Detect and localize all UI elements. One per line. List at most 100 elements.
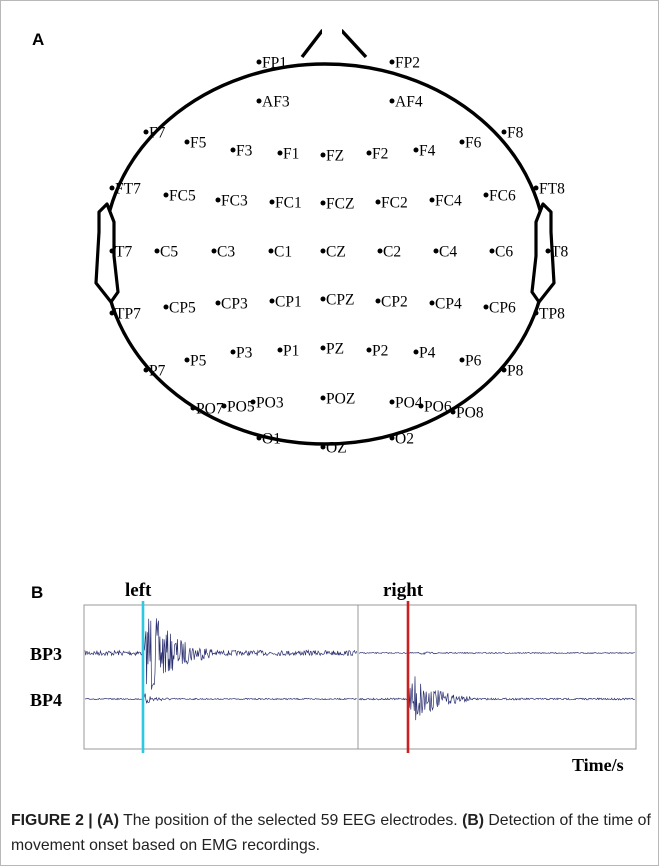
electrode-label: PO8	[456, 405, 484, 422]
electrode-label: C6	[495, 244, 513, 261]
electrode-dot	[366, 347, 372, 353]
electrode-dot	[256, 59, 262, 65]
electrode-label: C3	[217, 244, 235, 261]
electrode-fz: FZ	[320, 148, 344, 165]
electrode-p3: P3	[230, 345, 253, 362]
electrode-label: CZ	[326, 244, 346, 261]
electrode-fp1: FP1	[256, 55, 287, 72]
electrode-dot	[184, 139, 190, 145]
emg-traces	[84, 601, 635, 753]
electrode-po3: PO3	[250, 395, 284, 412]
electrode-label: PO5	[227, 399, 255, 416]
electrode-label: FT8	[539, 181, 565, 198]
electrode-af3: AF3	[256, 94, 290, 111]
electrode-f8: F8	[501, 125, 524, 142]
electrode-dot	[184, 357, 190, 363]
electrode-f7: F7	[143, 125, 166, 142]
electrode-label: CP3	[221, 296, 248, 313]
electrode-dot	[269, 199, 275, 205]
electrode-dot	[389, 59, 395, 65]
electrode-label: FC2	[381, 195, 408, 212]
electrode-dot	[320, 200, 326, 206]
electrode-label: PO3	[256, 395, 284, 412]
caption-figure-number: FIGURE 2 |	[11, 812, 98, 829]
caption-b-text: Detection of the time of movement onset …	[11, 812, 651, 854]
electrode-label: FC6	[489, 188, 516, 205]
electrode-dot	[489, 248, 495, 254]
panel-b-label: B	[31, 583, 43, 602]
electrode-label: P2	[372, 343, 388, 360]
electrode-dot	[450, 409, 456, 415]
electrode-p5: P5	[184, 353, 207, 370]
electrode-label: F4	[419, 143, 436, 160]
electrode-dot	[429, 300, 435, 306]
electrode-label: FC3	[221, 193, 248, 210]
panel-a-label: A	[32, 30, 44, 49]
electrode-dot	[250, 399, 256, 405]
electrode-po5: PO5	[221, 399, 255, 416]
electrode-f4: F4	[413, 143, 436, 160]
electrode-label: O1	[262, 431, 281, 448]
emg-recording-frames	[83, 604, 637, 750]
scalp-head-outline	[94, 28, 556, 446]
electrode-c2: C2	[377, 244, 401, 261]
electrode-dot	[269, 298, 275, 304]
electrode-label: P3	[236, 345, 253, 362]
electrode-pz: PZ	[320, 341, 344, 358]
electrode-label: P6	[465, 353, 482, 370]
electrode-label: CPZ	[326, 292, 354, 309]
electrode-t8: T8	[545, 244, 568, 261]
electrode-o2: O2	[389, 431, 414, 448]
electrode-label: PO6	[424, 399, 452, 416]
electrode-dot	[256, 435, 262, 441]
electrode-label: FP1	[262, 55, 287, 72]
electrode-p1: P1	[277, 343, 299, 360]
electrode-po6: PO6	[418, 399, 452, 416]
electrode-label: FZ	[326, 148, 344, 165]
electrode-ft7: FT7	[109, 181, 141, 198]
electrode-o1: O1	[256, 431, 281, 448]
electrode-dot	[433, 248, 439, 254]
electrode-cp2: CP2	[375, 294, 408, 311]
electrode-dot	[277, 150, 283, 156]
electrode-label: FT7	[115, 181, 141, 198]
electrode-f3: F3	[230, 143, 253, 160]
electrode-fc3: FC3	[215, 193, 248, 210]
electrode-fc1: FC1	[269, 195, 302, 212]
electrode-fc2: FC2	[375, 195, 408, 212]
electrode-label: CP1	[275, 294, 302, 311]
electrode-c6: C6	[489, 244, 513, 261]
electrode-label: C5	[160, 244, 178, 261]
emg-trace-right-bp4	[358, 676, 635, 721]
electrode-label: C2	[383, 244, 401, 261]
electrode-dot	[320, 152, 326, 158]
channel-label-bp4: BP4	[30, 690, 62, 710]
electrode-dot	[320, 248, 326, 254]
electrode-label: POZ	[326, 391, 355, 408]
emg-trace-right-bp3	[359, 651, 635, 655]
electrode-dot	[221, 403, 227, 409]
channel-label-bp3: BP3	[30, 644, 62, 664]
electrode-tp8: TP8	[533, 306, 565, 323]
electrode-cp4: CP4	[429, 296, 462, 313]
electrode-fc4: FC4	[429, 193, 462, 210]
electrode-dot	[109, 248, 115, 254]
electrode-label: F5	[190, 135, 207, 152]
electrode-po4: PO4	[389, 395, 423, 412]
electrode-dot	[545, 248, 551, 254]
electrode-label: P4	[419, 345, 436, 362]
electrode-dot	[483, 304, 489, 310]
electrode-dot	[501, 367, 507, 373]
electrode-cpz: CPZ	[320, 292, 354, 309]
electrode-af4: AF4	[389, 94, 423, 111]
electrode-dot	[375, 298, 381, 304]
caption-a-tag: (A)	[97, 812, 119, 829]
electrode-label: OZ	[326, 440, 347, 457]
caption-b-tag: (B)	[462, 812, 484, 829]
electrode-label: F8	[507, 125, 524, 142]
time-axis-label: Time/s	[572, 755, 624, 775]
electrode-fc5: FC5	[163, 188, 196, 205]
figure-2: A FP1 FP2 AF3 AF4 F7 F5 F3 F1 FZ F2 F4 F6 F8 FT7 FC5 FC…	[30, 28, 637, 775]
electrode-dot	[389, 435, 395, 441]
